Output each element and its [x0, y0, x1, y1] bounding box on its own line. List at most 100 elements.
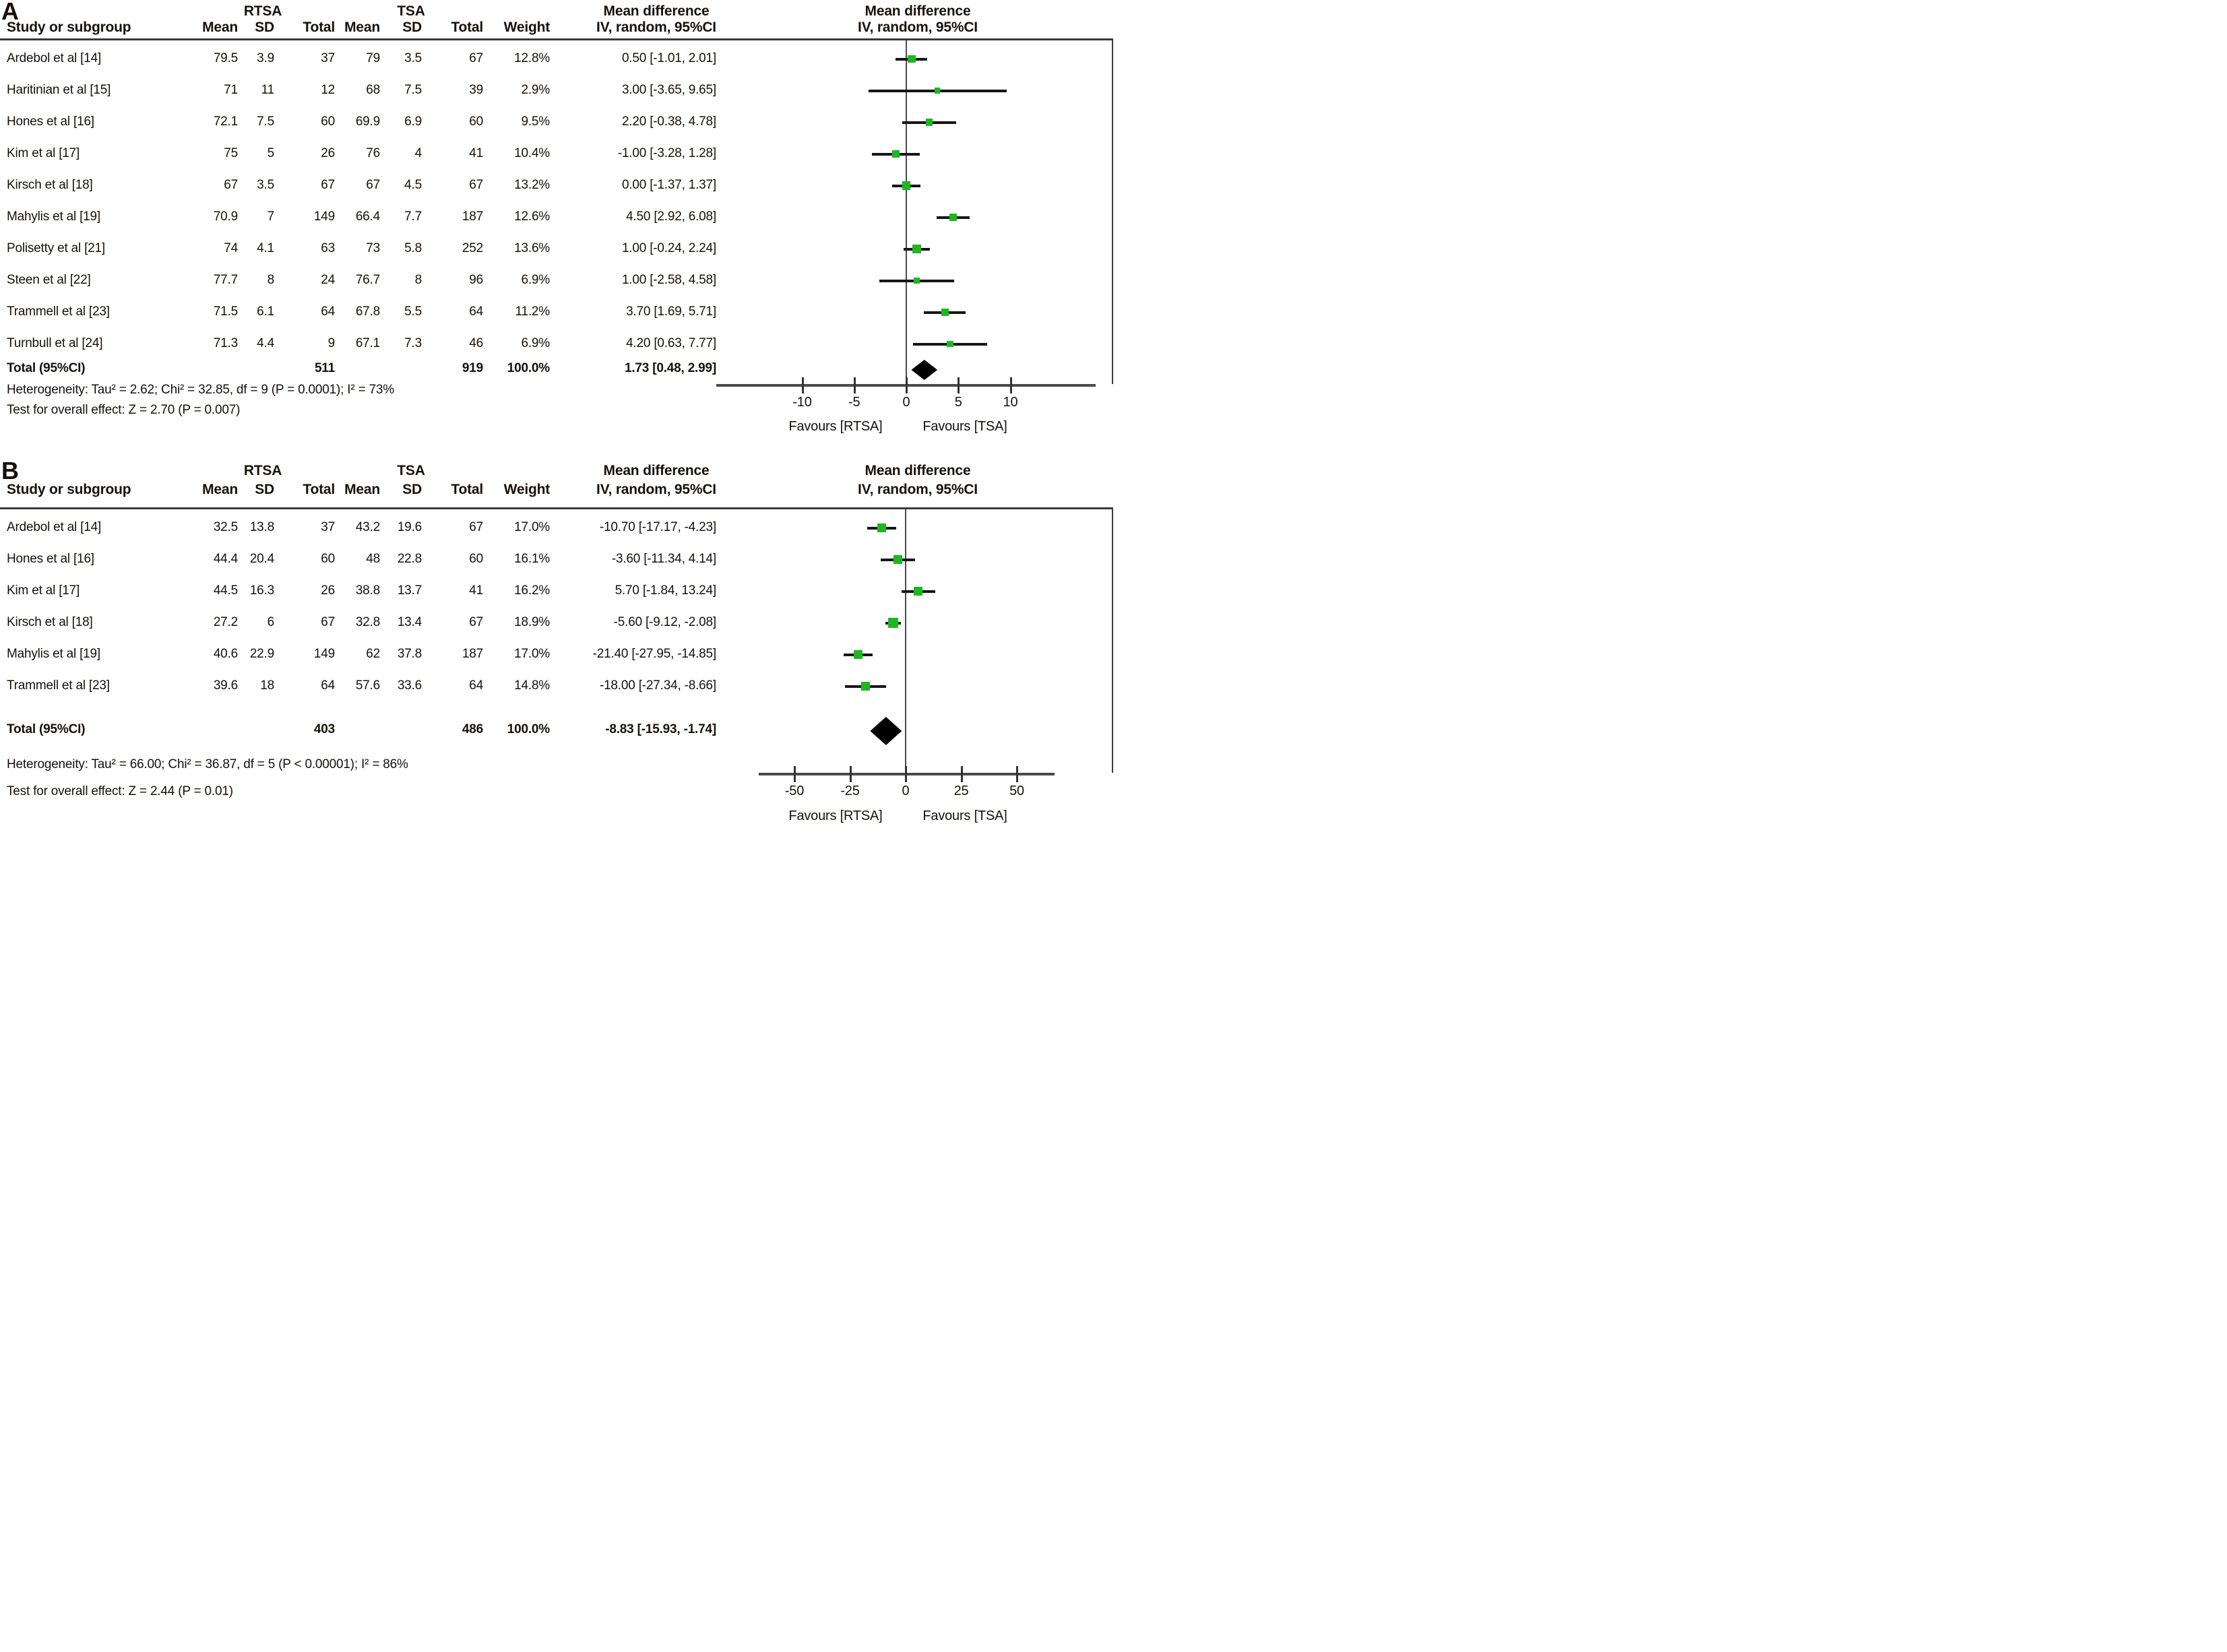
x-axis-tick — [906, 377, 908, 393]
favours-right-label: Favours [TSA] — [922, 419, 1007, 434]
study-name: Polisetty et al [21] — [7, 241, 105, 255]
mean2-value: 62 — [366, 647, 380, 661]
mean2-column-header: Mean — [344, 20, 380, 35]
total1-column-header: Total — [303, 482, 335, 497]
ci-text: -21.40 [-27.95, -14.85] — [592, 647, 717, 661]
total1-value: 24 — [321, 273, 335, 287]
total1-column-header: Total — [303, 20, 335, 35]
total2-value: 64 — [469, 678, 483, 693]
zero-effect-line — [906, 40, 907, 384]
total2-value: 252 — [462, 241, 483, 255]
mean1-value: 40.6 — [213, 647, 238, 661]
sd2-value: 8 — [414, 273, 422, 287]
sd1-value: 3.9 — [257, 51, 274, 65]
mean1-value: 77.7 — [213, 273, 238, 287]
panel-letter: B — [1, 457, 19, 484]
sd2-value: 5.5 — [404, 305, 422, 319]
favours-right-label: Favours [TSA] — [922, 808, 1007, 823]
total2-value: 64 — [469, 305, 483, 319]
mean2-value: 67 — [366, 178, 380, 192]
ci-text: 2.20 [-0.38, 4.78] — [621, 115, 716, 129]
total-n-group1: 511 — [314, 361, 335, 375]
mean2-value: 57.6 — [355, 678, 380, 693]
ci-text: 4.50 [2.92, 6.08] — [626, 210, 716, 224]
sd1-value: 22.9 — [249, 647, 274, 661]
mean1-column-header: Mean — [202, 482, 238, 497]
mean2-value: 73 — [366, 241, 380, 255]
overall-effect-text: Test for overall effect: Z = 2.70 (P = 0… — [7, 403, 241, 417]
sd2-value: 4.5 — [404, 178, 422, 192]
weight-value: 18.9% — [514, 615, 550, 629]
total1-value: 67 — [321, 615, 335, 629]
ci-text: 1.00 [-0.24, 2.24] — [621, 241, 716, 255]
total-weight: 100.0% — [507, 361, 550, 375]
total-n-group1: 403 — [313, 722, 335, 736]
effect-point-marker — [935, 88, 941, 94]
iv-random-plot-header: IV, random, 95%CI — [858, 20, 978, 35]
mean2-value: 76.7 — [355, 273, 380, 287]
mean2-value: 67.1 — [355, 336, 380, 350]
pooled-effect-diamond — [911, 360, 938, 380]
mean-difference-plot-header: Mean difference — [865, 3, 971, 19]
ci-text: -5.60 [-9.12, -2.08] — [613, 615, 717, 629]
sd2-value: 7.3 — [404, 336, 422, 350]
total1-value: 60 — [321, 552, 335, 566]
mean1-value: 72.1 — [213, 115, 238, 129]
total2-value: 60 — [469, 552, 483, 566]
effect-point-marker — [861, 682, 870, 691]
mean1-value: 44.4 — [213, 552, 238, 566]
mean2-column-header: Mean — [344, 482, 380, 497]
x-axis-tick-label: 0 — [902, 784, 910, 798]
heterogeneity-text: Heterogeneity: Tau² = 2.62; Chi² = 32.85… — [7, 383, 394, 397]
total2-value: 187 — [462, 210, 483, 224]
mean-difference-column-header: Mean difference — [603, 463, 710, 478]
sd1-value: 4.1 — [257, 241, 274, 255]
weight-column-header: Weight — [503, 482, 551, 497]
mean-difference-column-header: Mean difference — [603, 3, 710, 19]
total1-value: 60 — [321, 115, 335, 129]
study-name: Ardebol et al [14] — [7, 51, 102, 65]
effect-point-marker — [853, 649, 863, 660]
study-name: Haritinian et al [15] — [7, 83, 111, 97]
ci-text: 4.20 [0.63, 7.77] — [626, 336, 716, 350]
ci-text: -1.00 [-3.28, 1.28] — [617, 146, 716, 160]
total-label: Total (95%CI) — [7, 361, 86, 375]
study-column-header: Study or subgroup — [7, 20, 131, 35]
total-weight: 100.0% — [507, 722, 550, 736]
weight-value: 12.8% — [514, 51, 550, 65]
group1-header: RTSA — [243, 463, 282, 478]
total1-value: 37 — [321, 51, 335, 65]
x-axis-tick-label: 50 — [1009, 784, 1024, 798]
x-axis-tick — [849, 766, 852, 782]
x-axis-tick — [905, 766, 907, 782]
favours-left-label: Favours [RTSA] — [788, 808, 883, 823]
total2-value: 67 — [469, 520, 483, 534]
ci-text: 0.00 [-1.37, 1.37] — [621, 178, 716, 192]
mean2-value: 68 — [366, 83, 380, 97]
total2-value: 67 — [469, 615, 483, 629]
study-name: Trammell et al [23] — [7, 305, 110, 319]
effect-point-marker — [914, 586, 923, 596]
study-name: Turnbull et al [24] — [7, 336, 103, 350]
mean1-value: 71 — [224, 83, 238, 97]
sd1-value: 11 — [261, 83, 275, 97]
header-rule — [0, 38, 1113, 40]
mean2-value: 79 — [366, 51, 380, 65]
study-name: Ardebol et al [14] — [7, 520, 102, 534]
weight-value: 6.9% — [521, 336, 550, 350]
sd2-value: 22.8 — [397, 552, 422, 566]
mean2-value: 69.9 — [355, 115, 380, 129]
total1-value: 63 — [321, 241, 335, 255]
sd2-column-header: SD — [402, 20, 422, 35]
total2-value: 46 — [469, 336, 483, 350]
mean-difference-plot-header: Mean difference — [865, 463, 971, 478]
figure-right-border — [1112, 507, 1113, 773]
sd2-value: 37.8 — [397, 647, 422, 661]
total2-value: 187 — [462, 647, 483, 661]
sd1-value: 20.4 — [249, 552, 274, 566]
sd1-value: 7.5 — [257, 115, 274, 129]
effect-point-marker — [949, 213, 958, 222]
sd2-column-header: SD — [402, 482, 422, 497]
effect-point-marker — [892, 150, 900, 158]
iv-random-column-header: IV, random, 95%CI — [596, 20, 716, 35]
